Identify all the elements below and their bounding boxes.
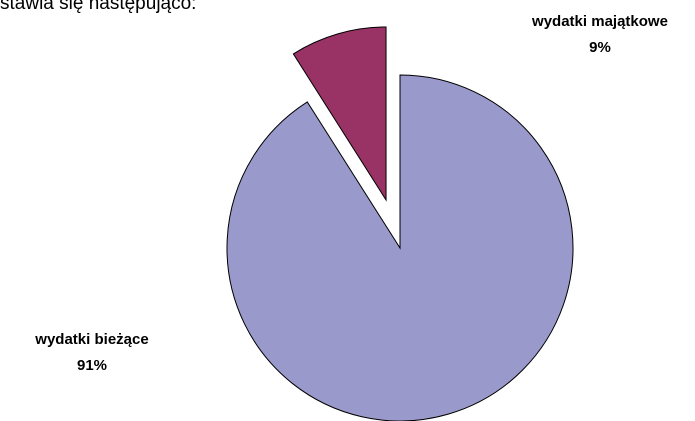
slice-label: wydatki majątkowe bbox=[531, 13, 668, 30]
document-text: stawia się następująco: bbox=[0, 0, 196, 14]
slice-value-label: 9% bbox=[589, 39, 611, 56]
slice-label: wydatki bieżące bbox=[34, 331, 148, 348]
slice-value-label: 91% bbox=[77, 357, 107, 374]
pie-slice bbox=[292, 26, 387, 202]
pie-slice bbox=[226, 74, 574, 421]
